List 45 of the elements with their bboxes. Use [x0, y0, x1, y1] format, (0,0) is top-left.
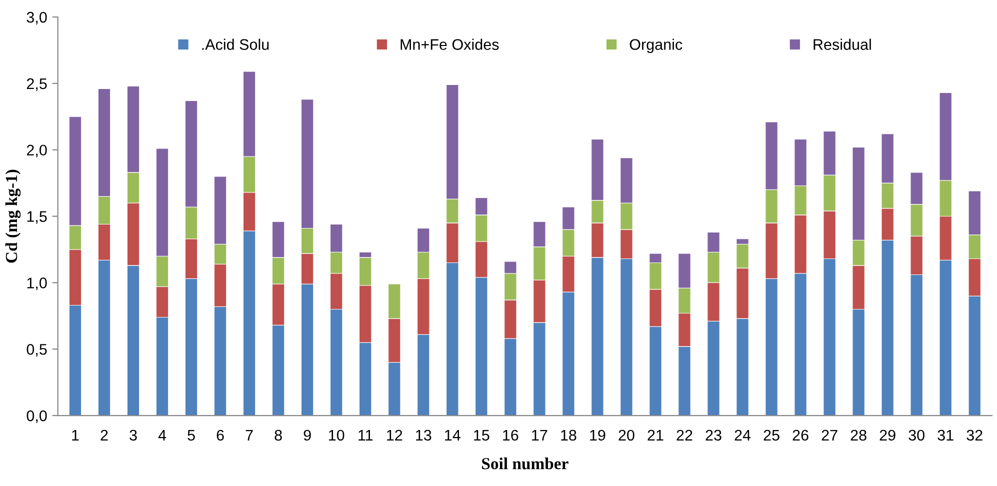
x-tick-label: 5: [188, 430, 195, 441]
x-axis-title: Soil number: [482, 458, 568, 470]
legend-label: .Acid Solu: [202, 38, 269, 50]
x-tick-label: 2: [100, 430, 108, 440]
x-tick-label: 19: [590, 430, 606, 441]
x-tick-label: 20: [618, 430, 634, 441]
legend-label: Residual: [814, 38, 871, 50]
y-tick-label: 0,5: [26, 344, 47, 357]
x-tick-label: 29: [880, 430, 896, 441]
y-tick-label: 2,0: [26, 144, 47, 158]
x-tick-label: 21: [648, 430, 664, 440]
x-tick-label: 17: [532, 430, 548, 440]
y-tick-label: 0,0: [26, 410, 47, 424]
y-tick-label: 3,0: [26, 12, 47, 24]
x-tick-label: 3: [130, 430, 137, 441]
x-tick-label: 10: [329, 430, 344, 441]
x-tick-label: 25: [764, 430, 780, 441]
x-tick-label: 22: [676, 430, 692, 440]
x-tick-label: 7: [246, 430, 253, 440]
x-tick-label: 14: [445, 430, 460, 440]
y-axis-title: Cd (mg kg-1): [5, 170, 21, 263]
x-tick-label: 27: [822, 430, 838, 440]
legend-label: Mn+Fe Oxides: [400, 38, 499, 50]
x-tick-label: 1: [72, 430, 79, 440]
x-tick-label: 18: [561, 430, 576, 441]
x-tick-label: 12: [387, 430, 402, 440]
x-tick-label: 13: [416, 430, 432, 441]
x-tick-label: 31: [938, 430, 954, 441]
x-tick-label: 30: [908, 430, 924, 441]
x-tick-label: 4: [158, 430, 166, 440]
x-tick-label: 15: [474, 430, 490, 441]
x-tick-label: 26: [792, 430, 808, 441]
y-tick-label: 1,0: [27, 278, 47, 290]
x-tick-label: 24: [734, 430, 751, 440]
x-tick-label: 23: [706, 430, 722, 441]
x-tick-label: 32: [966, 430, 982, 441]
legend-label: Organic: [630, 38, 682, 53]
y-tick-label: 2,5: [26, 78, 47, 91]
x-tick-label: 6: [216, 430, 224, 441]
x-tick-label: 8: [274, 430, 282, 441]
x-tick-label: 28: [850, 430, 866, 441]
x-tick-label: 11: [358, 430, 373, 440]
x-tick-label: 9: [304, 430, 311, 441]
x-tick-label: 16: [503, 430, 518, 441]
y-tick-label: 1,5: [27, 211, 47, 224]
